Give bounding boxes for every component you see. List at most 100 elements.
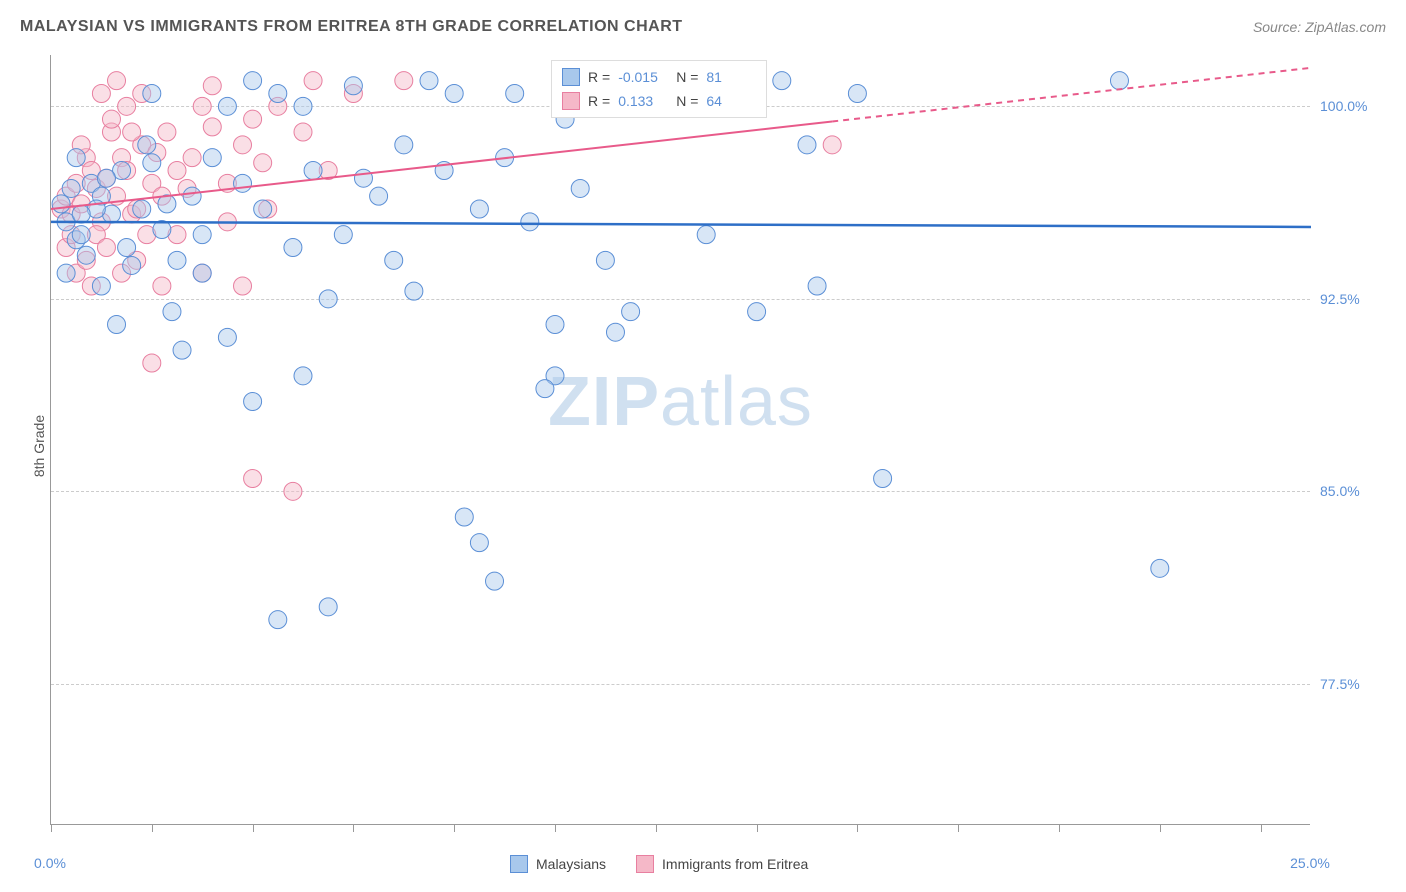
scatter-point <box>284 239 302 257</box>
scatter-point <box>269 611 287 629</box>
scatter-point <box>62 179 80 197</box>
y-tick-label: 100.0% <box>1320 98 1380 114</box>
scatter-point <box>284 482 302 500</box>
legend-row-series2: R = 0.133 N = 64 <box>562 89 756 113</box>
scatter-point <box>294 367 312 385</box>
scatter-point <box>118 239 136 257</box>
scatter-point <box>571 179 589 197</box>
chart-title: MALAYSIAN VS IMMIGRANTS FROM ERITREA 8TH… <box>20 18 683 36</box>
scatter-point <box>72 205 90 223</box>
swatch-series2 <box>562 92 580 110</box>
scatter-point <box>622 303 640 321</box>
x-tick <box>353 824 354 832</box>
x-tick <box>958 824 959 832</box>
series2-name: Immigrants from Eritrea <box>662 856 808 872</box>
scatter-point <box>269 85 287 103</box>
scatter-point <box>138 136 156 154</box>
scatter-point <box>370 187 388 205</box>
scatter-point <box>546 316 564 334</box>
x-tick <box>1059 824 1060 832</box>
scatter-point <box>57 264 75 282</box>
series-legend: Malaysians Immigrants from Eritrea <box>510 855 808 873</box>
scatter-point <box>163 303 181 321</box>
x-tick <box>857 824 858 832</box>
scatter-point <box>67 149 85 167</box>
n-value-1: 81 <box>706 69 756 85</box>
x-tick <box>253 824 254 832</box>
swatch-series2-bottom <box>636 855 654 873</box>
scatter-point <box>470 534 488 552</box>
scatter-point <box>123 256 141 274</box>
scatter-point <box>244 110 262 128</box>
scatter-point <box>92 85 110 103</box>
scatter-point <box>385 251 403 269</box>
scatter-point <box>168 251 186 269</box>
scatter-point <box>798 136 816 154</box>
n-label-2: N = <box>676 93 698 109</box>
scatter-point <box>168 162 186 180</box>
x-tick <box>656 824 657 832</box>
scatter-point <box>102 110 120 128</box>
scatter-point <box>455 508 473 526</box>
x-tick <box>152 824 153 832</box>
scatter-point <box>203 149 221 167</box>
scatter-point <box>244 393 262 411</box>
r-label-2: R = <box>588 93 610 109</box>
scatter-point <box>193 226 211 244</box>
x-tick <box>1261 824 1262 832</box>
scatter-point <box>244 470 262 488</box>
scatter-point <box>92 277 110 295</box>
scatter-point <box>319 598 337 616</box>
scatter-point <box>304 162 322 180</box>
scatter-point <box>596 251 614 269</box>
trend-line <box>51 222 1311 227</box>
x-tick <box>1160 824 1161 832</box>
scatter-point <box>506 85 524 103</box>
scatter-point <box>319 290 337 308</box>
n-value-2: 64 <box>706 93 756 109</box>
swatch-series1 <box>562 68 580 86</box>
scatter-point <box>234 277 252 295</box>
scatter-point <box>334 226 352 244</box>
scatter-point <box>158 123 176 141</box>
scatter-point <box>143 154 161 172</box>
scatter-point <box>606 323 624 341</box>
scatter-point <box>848 85 866 103</box>
r-label-1: R = <box>588 69 610 85</box>
scatter-point <box>395 72 413 90</box>
scatter-point <box>77 246 95 264</box>
trend-line-extrapolated <box>832 68 1311 122</box>
scatter-point <box>395 136 413 154</box>
series1-name: Malaysians <box>536 856 606 872</box>
r-value-1: -0.015 <box>618 69 668 85</box>
scatter-point <box>133 200 151 218</box>
x-tick <box>757 824 758 832</box>
scatter-point <box>203 77 221 95</box>
source-attribution: Source: ZipAtlas.com <box>1253 19 1386 35</box>
scatter-point <box>244 72 262 90</box>
scatter-point <box>808 277 826 295</box>
legend-item-series2: Immigrants from Eritrea <box>636 855 808 873</box>
scatter-point <box>294 123 312 141</box>
scatter-point <box>143 85 161 103</box>
scatter-point <box>1151 559 1169 577</box>
scatter-point <box>183 187 201 205</box>
scatter-point <box>344 77 362 95</box>
scatter-point <box>486 572 504 590</box>
n-label-1: N = <box>676 69 698 85</box>
scatter-point <box>234 174 252 192</box>
correlation-legend: R = -0.015 N = 81 R = 0.133 N = 64 <box>551 60 767 118</box>
x-tick-label: 25.0% <box>1290 855 1330 871</box>
y-tick-label: 77.5% <box>1320 676 1380 692</box>
scatter-point <box>97 169 115 187</box>
scatter-point <box>521 213 539 231</box>
scatter-point <box>254 154 272 172</box>
scatter-point <box>294 97 312 115</box>
scatter-point <box>123 123 141 141</box>
scatter-point <box>97 239 115 257</box>
scatter-point <box>874 470 892 488</box>
chart-svg <box>51 55 1310 824</box>
scatter-point <box>108 316 126 334</box>
scatter-point <box>748 303 766 321</box>
scatter-point <box>118 97 136 115</box>
